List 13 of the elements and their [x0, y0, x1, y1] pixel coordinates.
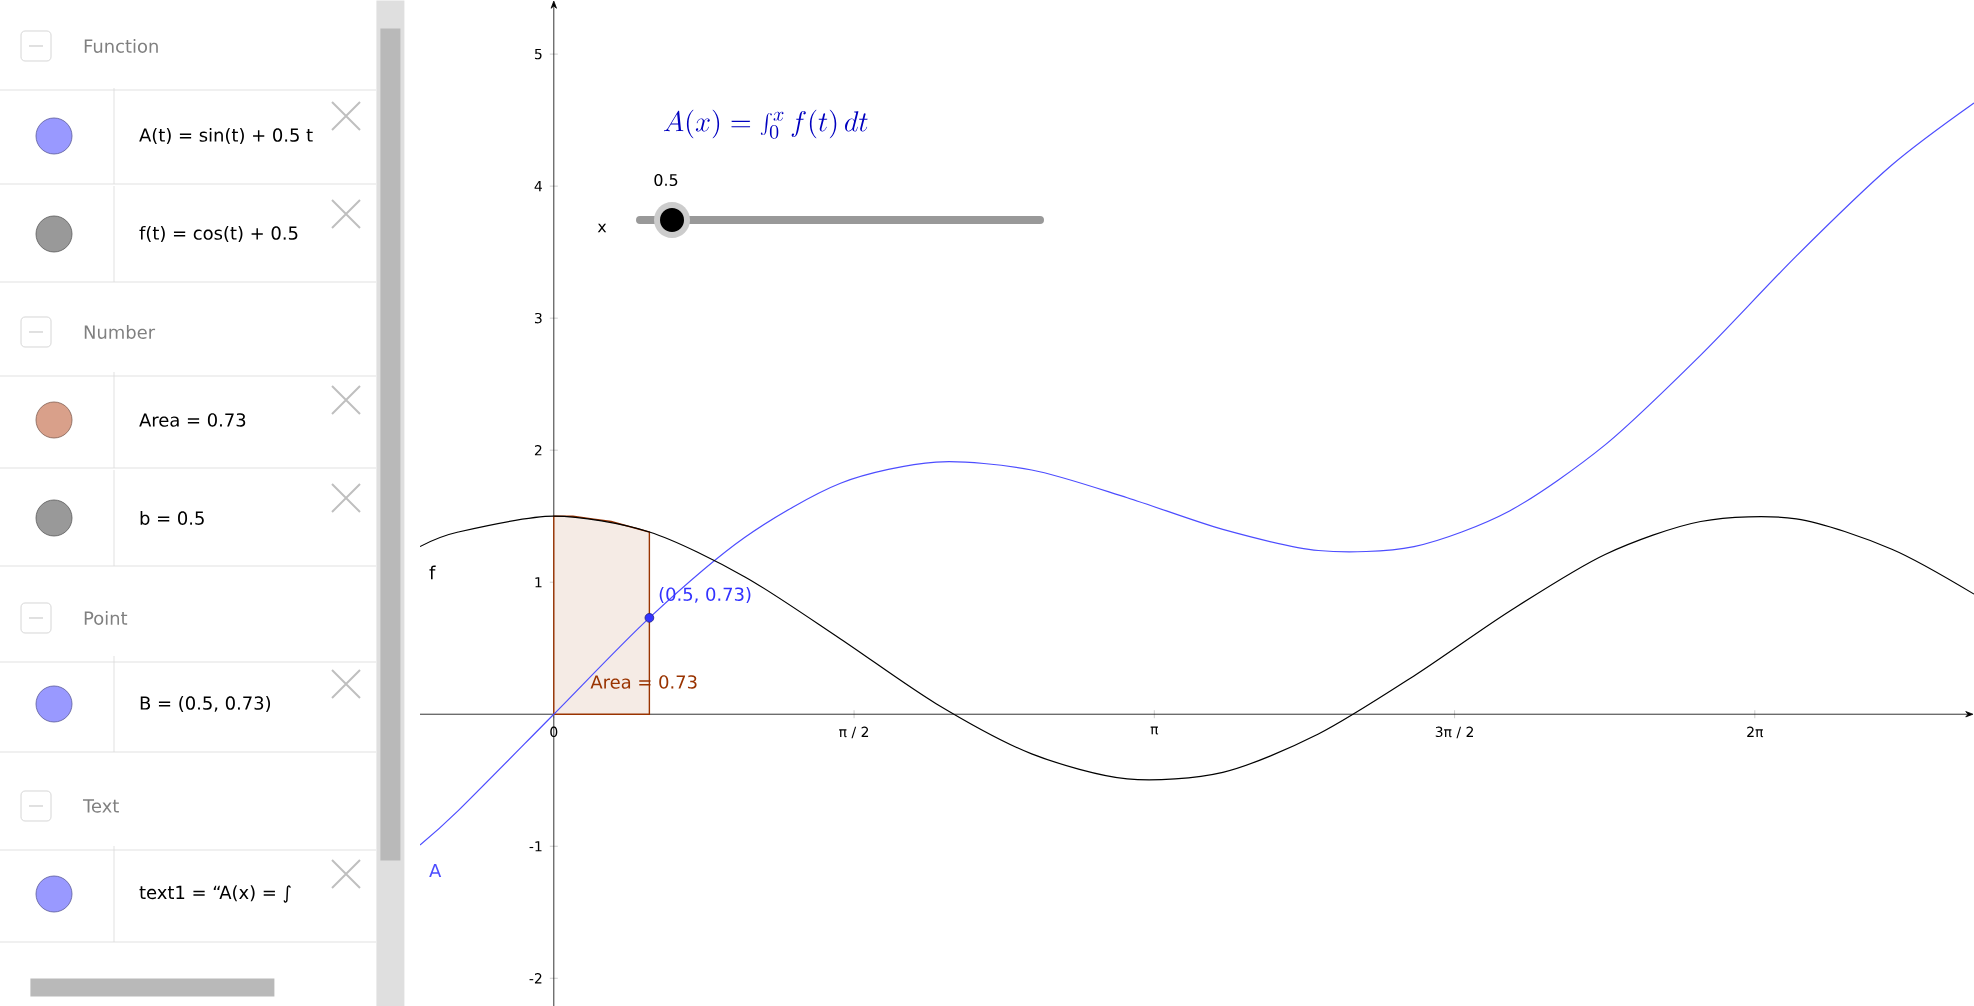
- text: Number: [84, 325, 156, 339]
- text: Area = 0.73: [139, 413, 246, 427]
- text: f(t) = cos(t) + 0.5: [139, 225, 298, 242]
- text: B = (0.5, 0.73): [140, 695, 271, 712]
- text: Function: [84, 39, 158, 53]
- text: A(t) = sin(t) + 0.5 t: [139, 127, 313, 144]
- text: b = 0.5: [140, 511, 204, 525]
- text: Text: [82, 799, 119, 813]
- text: text1 = “A(x) = ∫: [139, 885, 291, 903]
- series-label: A: [429, 863, 442, 877]
- series-label: f: [429, 565, 436, 580]
- text: Point: [84, 611, 128, 625]
- text: $A(x) = \int_0^x f(t)\, dt$: [664, 109, 868, 139]
